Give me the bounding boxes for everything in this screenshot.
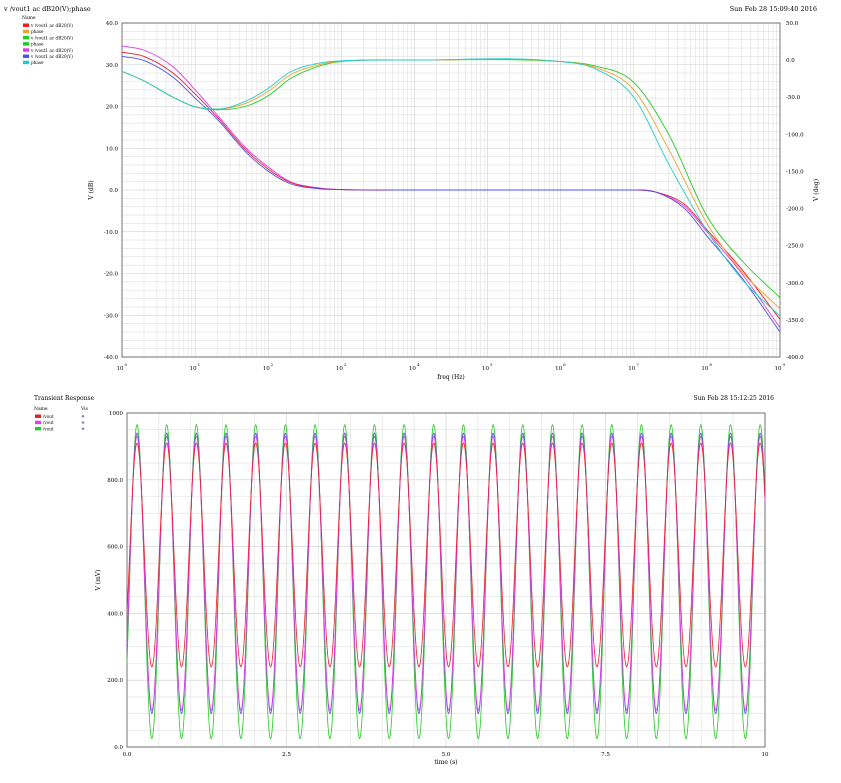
ac-x-tick-label: 10	[117, 366, 124, 372]
ac-y2-tick-label: 0.0	[786, 58, 795, 64]
tran-legend-visible-icon	[81, 415, 85, 418]
ac-y2-tick-label: -100.0	[786, 132, 804, 138]
ac-x-tick-exponent: 1	[198, 362, 201, 367]
tran-y-tick-label: 1000	[109, 411, 123, 417]
ac-y2-tick-label: -150.0	[786, 169, 804, 175]
ac-x-tick-label: 10	[482, 366, 489, 372]
ac-y-tick-label: 40.0	[106, 21, 119, 27]
tran-legend-label: /vout	[43, 414, 54, 419]
ac-y2-tick-label: -400.0	[786, 355, 804, 361]
ac-legend-label: v /vout1 ac dB20(V)	[30, 23, 73, 28]
ac-series-line-1	[121, 51, 781, 320]
ac-chart-timestamp: Sun Feb 28 15:09:40 2016	[730, 5, 817, 13]
tran-x-axis-label: time (s)	[434, 759, 457, 766]
ac-y-tick-label: 10.0	[106, 146, 119, 152]
tran-legend-header-vis: Vis	[80, 406, 89, 412]
ac-legend-label: phase	[31, 42, 44, 47]
ac-y-tick-label: -10.0	[104, 230, 119, 236]
ac-legend-label: v /vout1 ac dB20(V)	[30, 48, 73, 53]
tran-y-tick-label: 600.0	[107, 545, 123, 551]
tran-legend-swatch	[35, 414, 41, 418]
ac-legend-swatch	[23, 54, 29, 58]
ac-y-tick-label: -20.0	[104, 272, 119, 278]
ac-y2-tick-label: -250.0	[786, 244, 804, 250]
ac-x-tick-exponent: 2	[271, 362, 274, 367]
tran-y-tick-label: 200.0	[107, 678, 123, 684]
tran-y-axis-label: V (mV)	[95, 570, 102, 592]
ac-legend-swatch	[23, 29, 29, 34]
tran-plot-frame	[126, 412, 766, 748]
tran-y-tick-label: 0.0	[114, 745, 123, 751]
tran-series-line-3	[126, 442, 766, 668]
ac-x-tick-exponent: 7	[636, 362, 639, 367]
tran-legend-visible-icon	[81, 421, 85, 424]
tran-series-line-2	[126, 435, 766, 711]
tran-legend-swatch	[35, 420, 41, 425]
ac-x-tick-label: 10	[190, 366, 197, 372]
ac-y2-tick-label: 50.0	[786, 21, 799, 27]
tran-x-tick-label: 10	[762, 752, 769, 758]
ac-legend-swatch	[23, 60, 29, 65]
ac-plot-frame	[121, 22, 781, 358]
ac-x-tick-label: 10	[336, 366, 343, 372]
ac-x-tick-exponent: 9	[783, 362, 786, 367]
ac-x-tick-exponent: 4	[417, 362, 420, 367]
ac-y2-tick-label: -300.0	[786, 281, 804, 287]
ac-y2-tick-label: -350.0	[786, 318, 804, 324]
ac-y-tick-label: -40.0	[104, 355, 119, 361]
tran-legend-header: Name	[34, 406, 48, 412]
ac-legend-label: phase	[31, 60, 44, 65]
ac-legend-label: phase	[31, 29, 44, 34]
ac-series-line-2	[121, 55, 781, 333]
ac-x-tick-label: 10	[555, 366, 562, 372]
ac-y2-tick-label: -200.0	[786, 207, 804, 213]
ac-x-tick-label: 10	[263, 366, 270, 372]
ac-legend-header: Name	[22, 15, 36, 21]
ac-legend-swatch	[23, 35, 29, 40]
tran-chart-title: Transient Response	[34, 395, 95, 402]
tran-x-tick-label: 2.5	[282, 752, 291, 758]
ac-legend-label: v /vout1 ac dB20(V)	[30, 35, 73, 40]
ac-y2-tick-label: -50.0	[786, 95, 801, 101]
ac-chart-title: v /vout1 ac dB20(V);phase	[3, 5, 91, 13]
tran-x-tick-label: 7.5	[601, 752, 610, 758]
ac-legend-label: v /vout1 ac dB20(V)	[30, 54, 73, 59]
ac-x-tick-label: 10	[701, 366, 708, 372]
tran-x-tick-label: 5.0	[442, 752, 451, 758]
ac-series-line-3	[121, 59, 781, 298]
ac-x-tick-exponent: 5	[490, 362, 493, 367]
ac-x-tick-exponent: 3	[344, 362, 347, 367]
ac-x-tick-exponent: 6	[563, 362, 566, 367]
tran-y-tick-label: 800.0	[107, 478, 123, 484]
ac-x-tick-exponent: 8	[709, 362, 712, 367]
ac-x-tick-label: 10	[775, 366, 782, 372]
tran-chart-timestamp: Sun Feb 28 15:12:25 2016	[693, 395, 774, 402]
ac-y-tick-label: 30.0	[106, 63, 119, 69]
ac-y-tick-label: 0.0	[109, 188, 118, 194]
tran-legend-label: /vout	[43, 426, 54, 431]
tran-y-tick-label: 400.0	[107, 611, 123, 617]
ac-y-tick-label: 20.0	[106, 105, 119, 111]
ac-legend-swatch	[23, 23, 29, 27]
ac-legend-swatch	[23, 48, 29, 52]
ac-series-line-5	[121, 58, 781, 317]
ac-legend-swatch	[23, 42, 29, 46]
tran-legend-swatch	[35, 426, 41, 431]
ac-x-axis-label: freq (Hz)	[437, 374, 464, 381]
ac-x-tick-label: 10	[409, 366, 416, 372]
ac-y-axis-label: V (dB)	[88, 180, 95, 200]
ac-series-line-4	[121, 58, 781, 310]
ac-y-tick-label: -30.0	[104, 313, 119, 319]
tran-x-tick-label: 0.0	[123, 752, 132, 758]
ac-x-tick-label: 10	[628, 366, 635, 372]
tran-legend-visible-icon	[81, 427, 85, 431]
ac-y2-axis-label: V (deg)	[813, 179, 820, 202]
ac-grid	[121, 22, 780, 358]
ac-x-tick-exponent: 0	[125, 362, 128, 367]
tran-legend-label: /vout	[43, 420, 54, 425]
